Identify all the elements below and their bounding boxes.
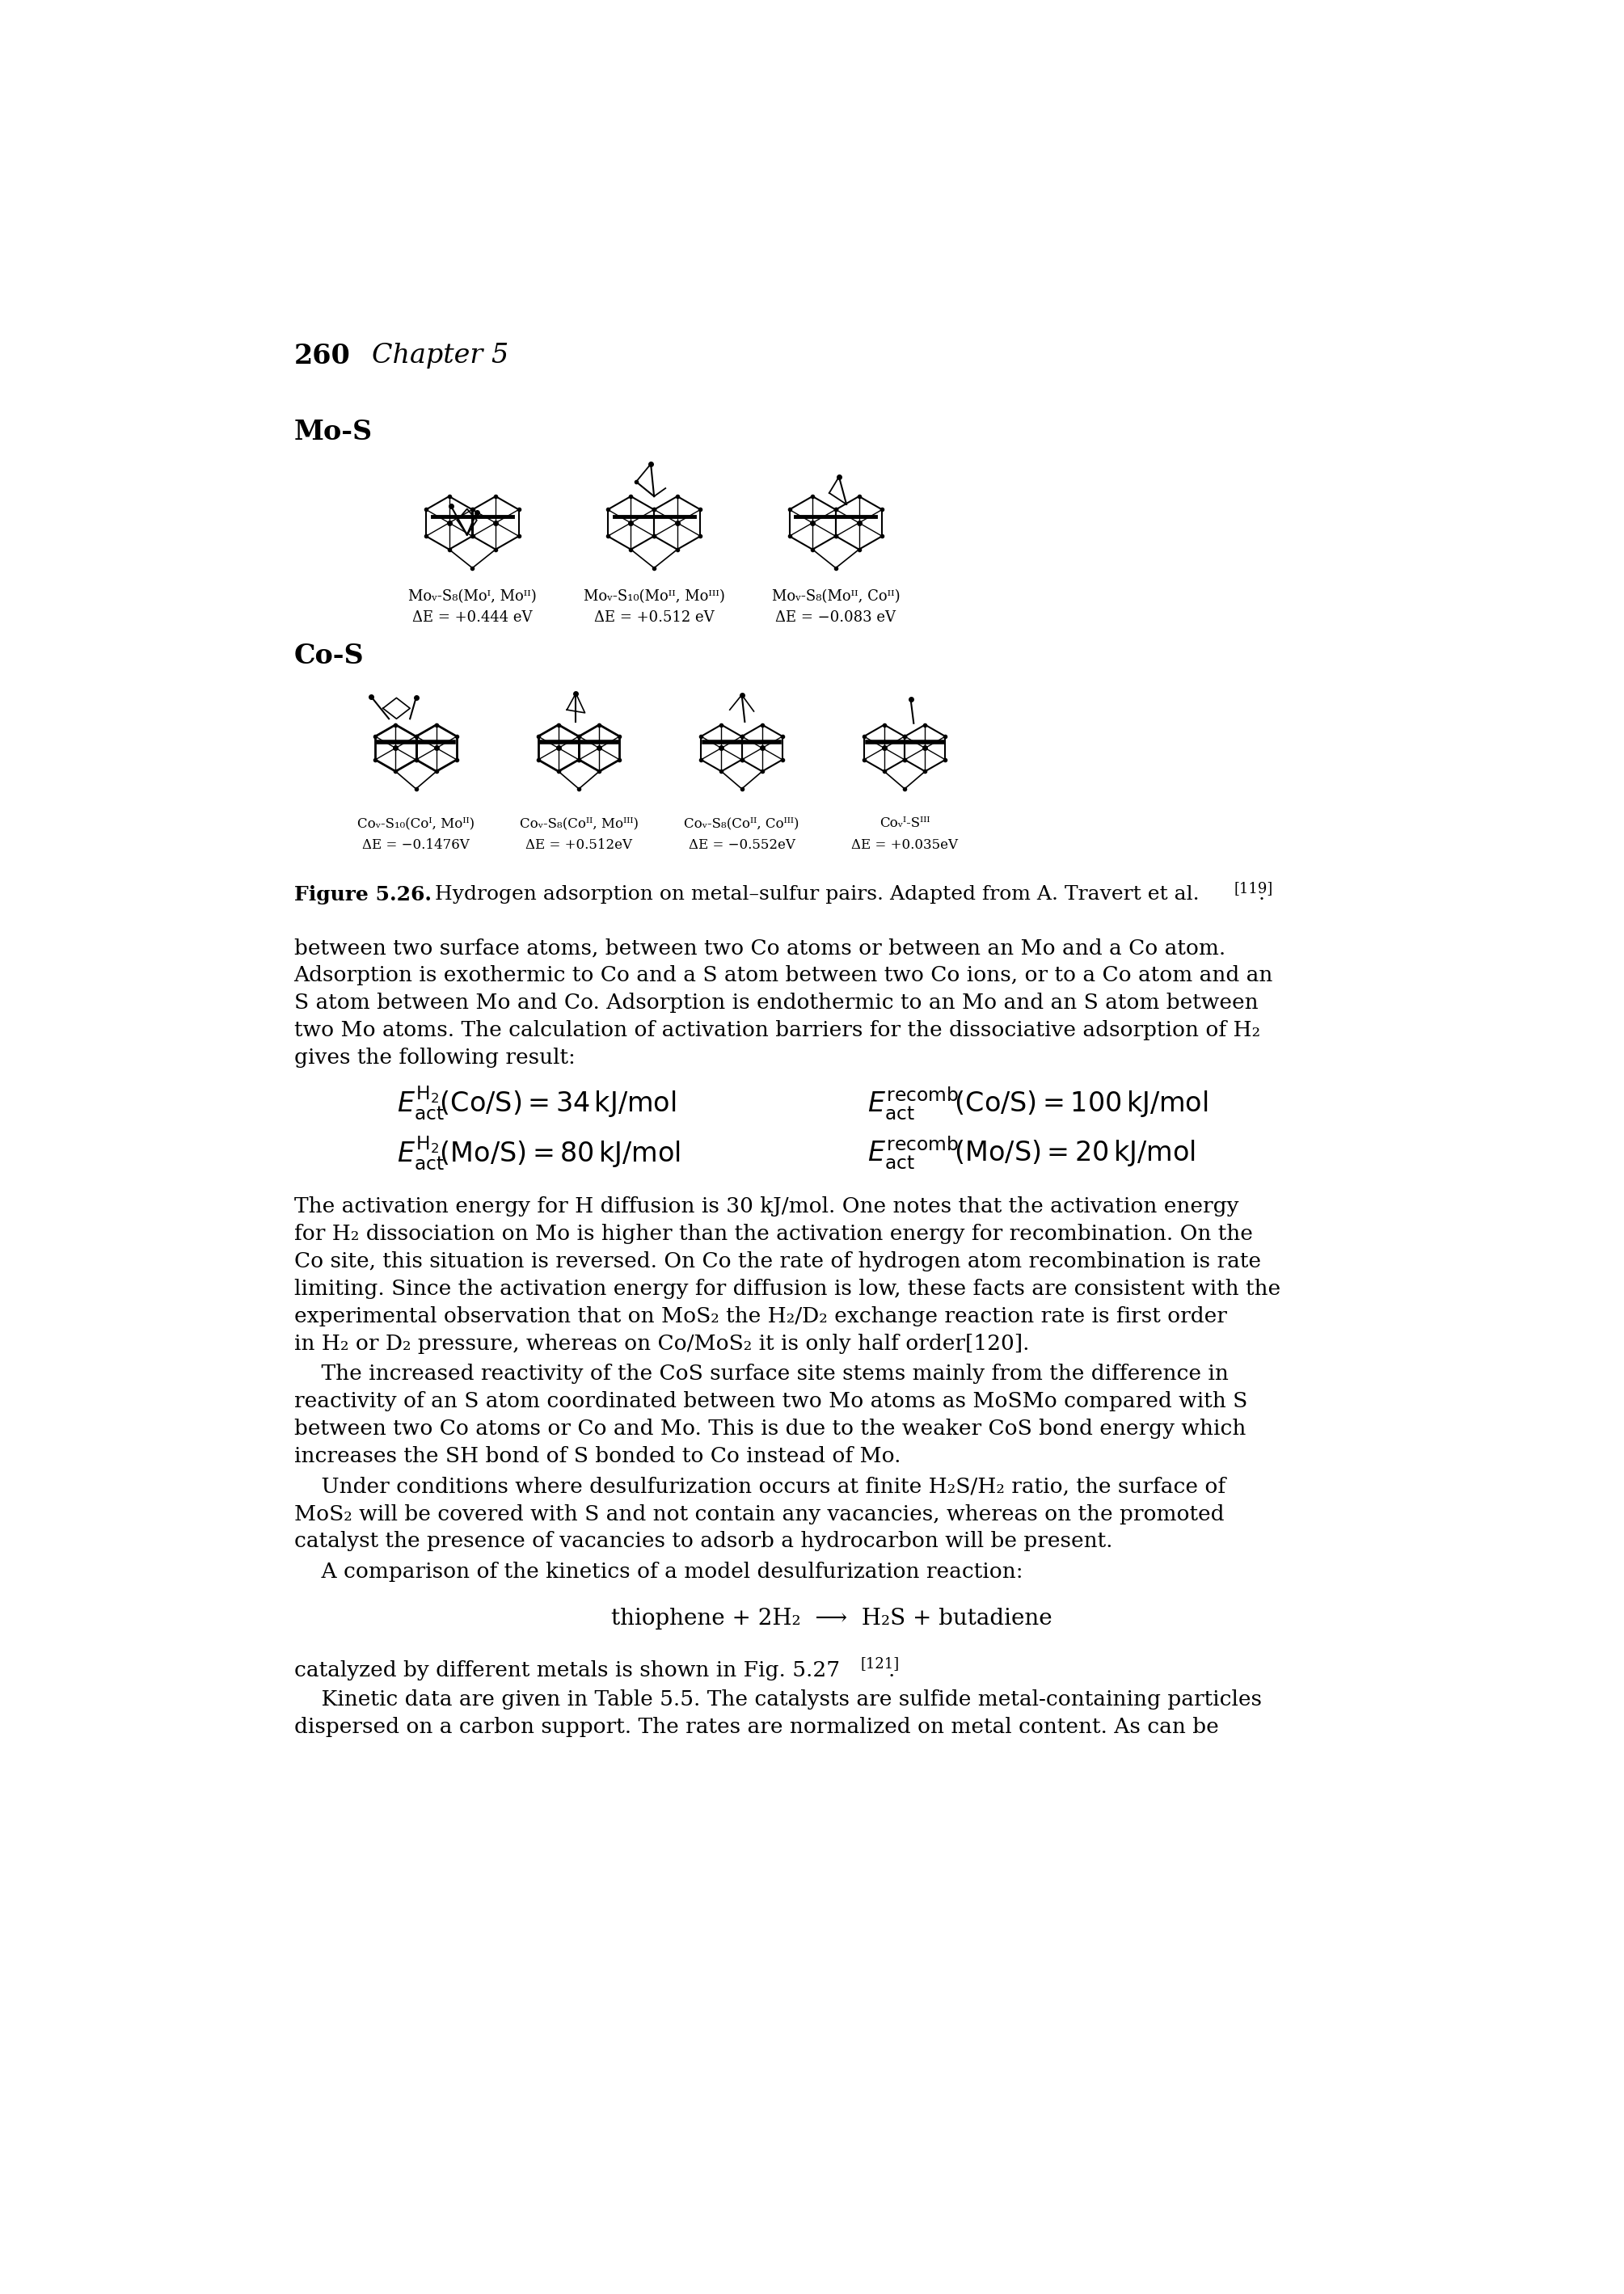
Text: two Mo atoms. The calculation of activation barriers for the dissociative adsorp: two Mo atoms. The calculation of activat… [294, 1021, 1260, 1041]
Text: MoS₂ will be covered with S and not contain any vacancies, whereas on the promot: MoS₂ will be covered with S and not cont… [294, 1505, 1224, 1523]
Text: A comparison of the kinetics of a model desulfurization reaction:: A comparison of the kinetics of a model … [294, 1562, 1023, 1583]
Text: Co-S: Co-S [294, 642, 364, 670]
Text: between two Co atoms or Co and Mo. This is due to the weaker CoS bond energy whi: between two Co atoms or Co and Mo. This … [294, 1418, 1246, 1438]
Text: for H₂ dissociation on Mo is higher than the activation energy for recombination: for H₂ dissociation on Mo is higher than… [294, 1223, 1252, 1243]
Text: Adsorption is exothermic to Co and a S atom between two Co ions, or to a Co atom: Adsorption is exothermic to Co and a S a… [294, 966, 1273, 986]
Text: ΔE = +0.512eV: ΔE = +0.512eV [526, 840, 632, 853]
Text: Coᵥ-S₈(Coᴵᴵ, Coᴵᴵᴵ): Coᵥ-S₈(Coᴵᴵ, Coᴵᴵᴵ) [684, 817, 799, 830]
Text: $E_{\mathrm{act}}^{\mathrm{H_2}}\!\left(\mathrm{Co/S}\right) = 34\,\mathrm{kJ/mo: $E_{\mathrm{act}}^{\mathrm{H_2}}\!\left(… [398, 1085, 677, 1122]
Text: Moᵥ-S₈(Moᴵ, Moᴵᴵ): Moᵥ-S₈(Moᴵ, Moᴵᴵ) [408, 590, 536, 603]
Text: $E_{\mathrm{act}}^{\mathrm{recomb}}\!\left(\mathrm{Co/S}\right) = 100\,\mathrm{k: $E_{\mathrm{act}}^{\mathrm{recomb}}\!\le… [867, 1085, 1208, 1122]
Text: ΔE = −0.552eV: ΔE = −0.552eV [689, 840, 796, 853]
Text: [119]: [119] [1234, 881, 1273, 897]
Text: ΔE = −0.083 eV: ΔE = −0.083 eV [776, 610, 896, 624]
Text: 260: 260 [294, 342, 351, 369]
Text: dispersed on a carbon support. The rates are normalized on metal content. As can: dispersed on a carbon support. The rates… [294, 1716, 1218, 1737]
Text: Coᵥ-S₁₀(Coᴵ, Moᴵᴵ): Coᵥ-S₁₀(Coᴵ, Moᴵᴵ) [357, 817, 474, 830]
Text: Mo-S: Mo-S [294, 418, 372, 445]
Text: catalyzed by different metals is shown in Fig. 5.27: catalyzed by different metals is shown i… [294, 1661, 840, 1679]
Text: Moᵥ-S₁₀(Moᴵᴵ, Moᴵᴵᴵ): Moᵥ-S₁₀(Moᴵᴵ, Moᴵᴵᴵ) [583, 590, 724, 603]
Text: Kinetic data are given in Table 5.5. The catalysts are sulfide metal-containing : Kinetic data are given in Table 5.5. The… [294, 1688, 1262, 1709]
Text: gives the following result:: gives the following result: [294, 1048, 575, 1069]
Text: Coᵥ-S₈(Coᴵᴵ, Moᴵᴵᴵ): Coᵥ-S₈(Coᴵᴵ, Moᴵᴵᴵ) [520, 817, 638, 830]
Text: increases the SH bond of S bonded to Co instead of Mo.: increases the SH bond of S bonded to Co … [294, 1445, 901, 1466]
Text: thiophene + 2H₂  ⟶  H₂S + butadiene: thiophene + 2H₂ ⟶ H₂S + butadiene [612, 1608, 1052, 1629]
Text: $E_{\mathrm{act}}^{\mathrm{recomb}}\!\left(\mathrm{Mo/S}\right) = 20\,\mathrm{kJ: $E_{\mathrm{act}}^{\mathrm{recomb}}\!\le… [867, 1133, 1195, 1170]
Text: experimental observation that on MoS₂ the H₂/D₂ exchange reaction rate is first : experimental observation that on MoS₂ th… [294, 1305, 1226, 1326]
Text: The increased reactivity of the CoS surface site stems mainly from the differenc: The increased reactivity of the CoS surf… [294, 1365, 1228, 1383]
Text: limiting. Since the activation energy for diffusion is low, these facts are cons: limiting. Since the activation energy fo… [294, 1278, 1280, 1298]
Text: The activation energy for H diffusion is 30 kJ/mol. One notes that the activatio: The activation energy for H diffusion is… [294, 1197, 1239, 1216]
Text: catalyst the presence of vacancies to adsorb a hydrocarbon will be present.: catalyst the presence of vacancies to ad… [294, 1532, 1112, 1551]
Text: in H₂ or D₂ pressure, whereas on Co/MoS₂ it is only half order[120].: in H₂ or D₂ pressure, whereas on Co/MoS₂… [294, 1333, 1030, 1353]
Text: ΔE = −0.1476V: ΔE = −0.1476V [362, 840, 469, 853]
Text: Chapter 5: Chapter 5 [372, 342, 508, 369]
Text: $E_{\mathrm{act}}^{\mathrm{H_2}}\!\left(\mathrm{Mo/S}\right) = 80\,\mathrm{kJ/mo: $E_{\mathrm{act}}^{\mathrm{H_2}}\!\left(… [398, 1133, 680, 1172]
Text: ΔE = +0.035eV: ΔE = +0.035eV [851, 840, 958, 853]
Text: ΔE = +0.444 eV: ΔE = +0.444 eV [412, 610, 533, 624]
Text: Co site, this situation is reversed. On Co the rate of hydrogen atom recombinati: Co site, this situation is reversed. On … [294, 1250, 1260, 1271]
Text: ΔE = +0.512 eV: ΔE = +0.512 eV [594, 610, 715, 624]
Text: Under conditions where desulfurization occurs at finite H₂S/H₂ ratio, the surfac: Under conditions where desulfurization o… [294, 1477, 1224, 1496]
Text: Moᵥ-S₈(Moᴵᴵ, Coᴵᴵ): Moᵥ-S₈(Moᴵᴵ, Coᴵᴵ) [771, 590, 900, 603]
Text: .: . [1259, 885, 1265, 904]
Text: Figure 5.26.: Figure 5.26. [294, 885, 432, 904]
Text: reactivity of an S atom coordinated between two Mo atoms as MoSMo compared with : reactivity of an S atom coordinated betw… [294, 1390, 1247, 1411]
Text: .: . [888, 1661, 895, 1679]
Text: Coᵥᴵ-Sᴵᴵᴵ: Coᵥᴵ-Sᴵᴵᴵ [880, 817, 931, 830]
Text: Hydrogen adsorption on metal–sulfur pairs. Adapted from A. Travert et al.: Hydrogen adsorption on metal–sulfur pair… [435, 885, 1199, 904]
Text: S atom between Mo and Co. Adsorption is endothermic to an Mo and an S atom betwe: S atom between Mo and Co. Adsorption is … [294, 993, 1259, 1014]
Text: between two surface atoms, between two Co atoms or between an Mo and a Co atom.: between two surface atoms, between two C… [294, 938, 1224, 959]
Text: [121]: [121] [861, 1656, 900, 1670]
